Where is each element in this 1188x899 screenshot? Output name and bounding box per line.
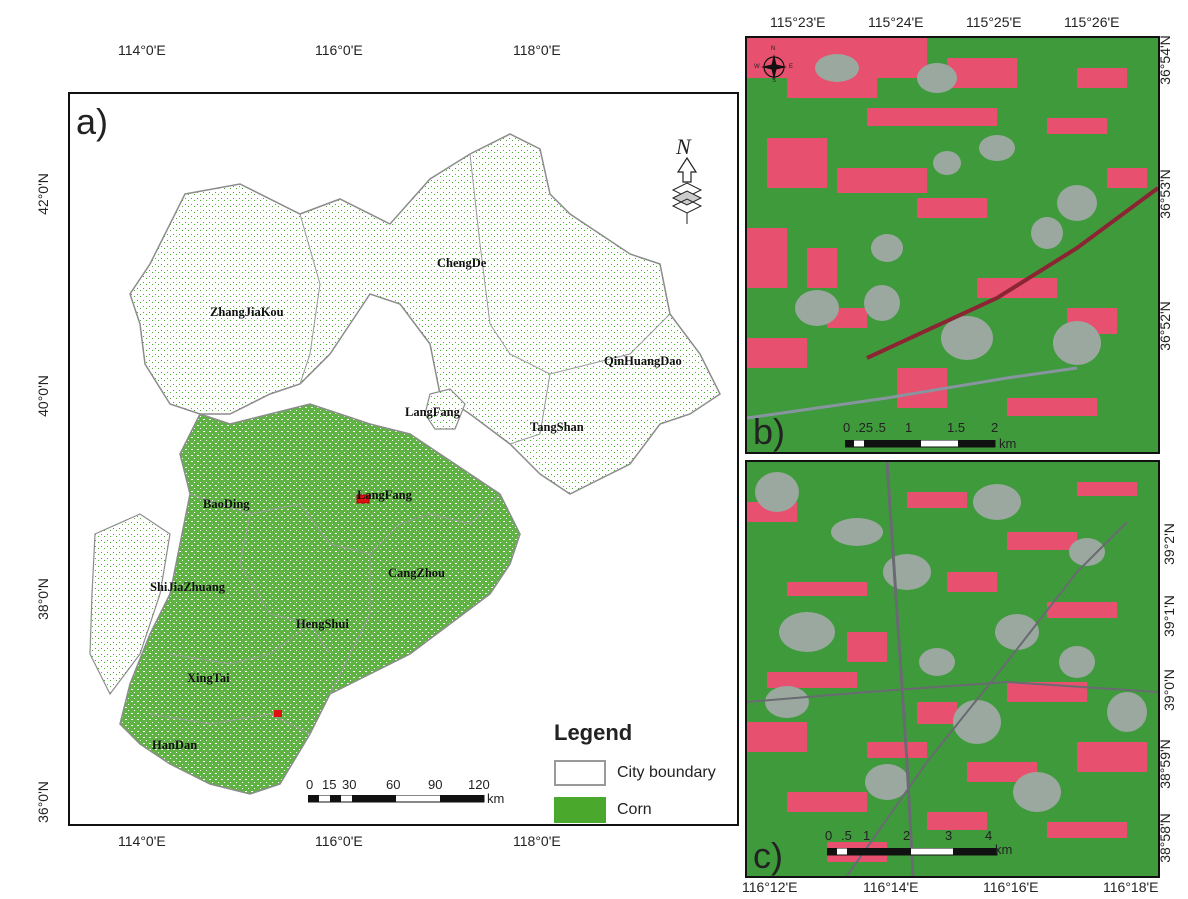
city-label-xingtai: XingTai [187, 671, 230, 685]
satellite-image-c [747, 462, 1158, 876]
panel-b-image-frame: N S W E b) 0 .25 .5 1 1.5 2 km [745, 36, 1160, 454]
city-label-baoding: BaoDing [203, 497, 250, 511]
top-axis-label-1: 114°0'E [118, 42, 166, 58]
city-label-tangshan: TangShan [530, 420, 584, 434]
scale-bar-c: 0 .5 1 2 3 4 km [825, 828, 1013, 857]
city-boundaries [149, 153, 671, 735]
panel-a-map-frame: a) N ZhangJiaKou ChengDe QinHuangDao Lan… [68, 92, 739, 826]
study-area-marker-c [356, 494, 370, 504]
bare-fields-c [747, 482, 1147, 862]
panel-b-label: b) [753, 411, 786, 452]
scale-bar-b: 0 .25 .5 1 1.5 2 km [843, 420, 1017, 451]
legend-swatch-corn [554, 797, 606, 823]
satellite-image-b [747, 38, 1158, 452]
scale-bar-a: 0 15 30 60 90 120 km [306, 777, 505, 806]
c-right-axis-label-3: 39°0'N [1160, 669, 1177, 711]
b-top-axis-label-4: 115°26'E [1064, 14, 1120, 30]
c-bottom-axis-label-1: 116°12'E [742, 879, 798, 895]
city-label-zhangjiakou: ZhangJiaKou [210, 305, 284, 319]
bare-fields-b [747, 38, 1147, 416]
province-map [89, 133, 721, 795]
legend-swatch-city-boundary [554, 760, 606, 786]
c-bottom-axis-label-3: 116°16'E [983, 879, 1039, 895]
left-axis-label-2: 40°0'N [34, 375, 51, 417]
c-bottom-axis-label-2: 116°14'E [863, 879, 919, 895]
city-label-chengde: ChengDe [437, 256, 487, 270]
b-top-axis-label-1: 115°23'E [770, 14, 826, 30]
city-label-langfang-north: LangFang [405, 405, 460, 419]
b-top-axis-label-3: 115°25'E [966, 14, 1022, 30]
left-axis-label-3: 38°0'N [34, 578, 51, 620]
left-axis-label-1: 42°0'N [34, 173, 51, 215]
study-area-marker-b [274, 710, 282, 717]
compass-rose-icon: N S W E [754, 46, 794, 84]
bottom-axis-label-2: 116°0'E [315, 833, 363, 849]
settlements-b [795, 54, 1101, 365]
south-region [119, 403, 521, 795]
city-label-cangzhou: CangZhou [388, 566, 445, 580]
settlements-c [755, 472, 1147, 812]
city-label-qinhuangdao: QinHuangDao [604, 354, 682, 368]
legend-label-corn: Corn [617, 801, 652, 818]
panel-c-label: c) [753, 835, 783, 876]
city-label-langfang: LangFang [357, 488, 412, 502]
left-axis-label-4: 36°0'N [34, 781, 51, 823]
bottom-axis-label-1: 114°0'E [118, 833, 166, 849]
panel-c-image-frame: c) 0 .5 1 2 3 4 km [745, 460, 1160, 878]
top-axis-label-2: 116°0'E [315, 42, 363, 58]
c-bottom-axis-label-4: 116°18'E [1103, 879, 1159, 895]
c-right-axis-label-1: 39°2'N [1160, 523, 1177, 565]
b-top-axis-label-2: 115°24'E [868, 14, 924, 30]
legend-title: Legend [554, 720, 633, 745]
north-region [129, 133, 721, 495]
top-axis-label-3: 118°0'E [513, 42, 561, 58]
city-label-shijiazhuang: ShiJiaZhuang [150, 580, 226, 594]
legend-label-city-boundary: City boundary [617, 764, 716, 781]
north-arrow-icon: N [670, 134, 704, 224]
panel-a-label: a) [76, 101, 109, 142]
bottom-axis-label-3: 118°0'E [513, 833, 561, 849]
c-right-axis-label-2: 39°1'N [1160, 595, 1177, 637]
city-label-hengshui: HengShui [296, 617, 349, 631]
city-label-handan: HanDan [152, 738, 198, 752]
